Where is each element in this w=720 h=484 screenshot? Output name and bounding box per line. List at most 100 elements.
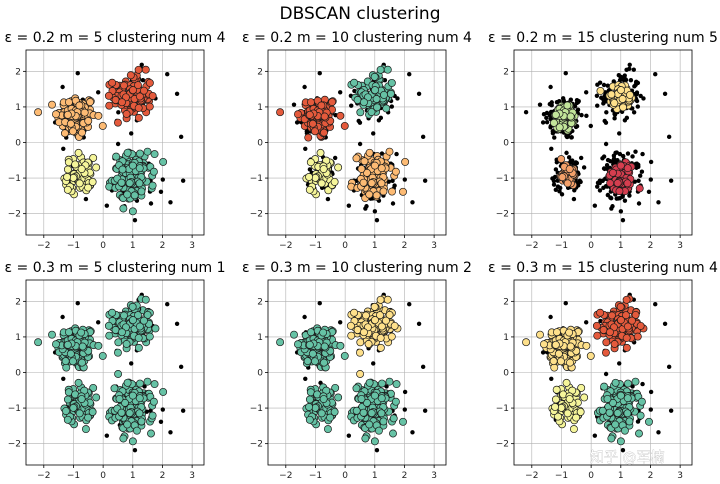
cluster-point <box>62 363 71 372</box>
cluster-point <box>136 149 144 158</box>
noise-point <box>648 177 653 182</box>
cluster-point <box>576 407 585 416</box>
cluster-point <box>316 148 325 157</box>
subplot-2: ε = 0.2 m = 10 clustering num 4 −2 −1 0 1 2 3 2… <box>242 30 472 251</box>
cluster-point <box>48 100 56 109</box>
cluster-point <box>135 92 144 101</box>
cluster-point <box>627 316 636 325</box>
cluster-point <box>616 302 625 311</box>
noise-point <box>523 110 529 115</box>
cluster-point <box>580 393 589 402</box>
noise-point <box>180 178 186 183</box>
noise-point <box>168 200 173 205</box>
cluster-point <box>352 406 361 415</box>
noise-point <box>129 131 134 136</box>
noise-point <box>617 151 623 157</box>
subplot-6: ε = 0.3 m = 15 clustering num 4 −2 −1 0 1 2 3 2… <box>488 260 718 481</box>
noise-point <box>662 321 668 326</box>
noise-point <box>544 115 549 121</box>
cluster-point <box>330 407 339 416</box>
noise-point <box>410 430 415 435</box>
noise-point <box>95 320 101 325</box>
cluster-point <box>563 409 572 418</box>
cluster-point <box>320 358 328 367</box>
cluster-point <box>372 95 381 103</box>
cluster-point <box>610 340 619 348</box>
noise-point <box>356 118 361 124</box>
noise-point <box>104 433 110 438</box>
noise-point <box>640 381 645 387</box>
noise-point <box>346 433 352 438</box>
cluster-point <box>635 429 643 438</box>
cluster-point <box>66 349 75 358</box>
y-tick-label: 2 <box>257 67 263 77</box>
noise-point <box>337 320 343 325</box>
cluster-point <box>554 349 563 358</box>
noise-point <box>553 167 559 172</box>
cluster-point <box>150 380 159 389</box>
x-tick-label: 1 <box>618 471 624 481</box>
cluster-point <box>631 377 640 386</box>
cluster-point <box>148 181 157 190</box>
cluster-point <box>120 398 129 407</box>
noise-point <box>158 419 164 424</box>
cluster-point <box>385 377 394 386</box>
cluster-point <box>370 161 379 170</box>
cluster-point <box>61 407 70 415</box>
cluster-point <box>303 357 312 366</box>
cluster-point <box>147 429 155 438</box>
cluster-point <box>145 78 154 87</box>
noise-point <box>581 165 587 170</box>
cluster-point <box>276 338 285 347</box>
noise-point <box>617 131 622 136</box>
subplot-3: ε = 0.2 m = 15 clustering num 5 −2 −1 0 1 2 3 2… <box>488 30 718 251</box>
cluster-point <box>141 65 150 74</box>
cluster-point <box>52 340 60 349</box>
cluster-point <box>78 358 86 367</box>
cluster-point <box>319 165 328 173</box>
cluster-point <box>371 86 379 95</box>
cluster-point <box>126 71 135 80</box>
cluster-point <box>566 342 575 351</box>
cluster-point <box>119 434 128 443</box>
cluster-point <box>616 391 625 400</box>
noise-point <box>555 184 561 189</box>
noise-point <box>372 209 378 214</box>
cluster-point <box>68 127 77 136</box>
cluster-point <box>617 316 625 325</box>
noise-point <box>653 71 658 77</box>
cluster-point <box>319 328 328 337</box>
noise-point <box>178 364 184 370</box>
cluster-point <box>86 98 95 106</box>
y-tick-label: −2 <box>496 440 509 450</box>
cluster-point <box>370 437 379 446</box>
y-tick-label: −1 <box>8 174 21 184</box>
y-tick-label: 2 <box>503 67 509 77</box>
cluster-point <box>108 308 117 317</box>
noise-point <box>129 361 134 366</box>
cluster-point <box>552 328 561 337</box>
noise-point <box>294 120 300 125</box>
noise-point <box>627 62 632 67</box>
cluster-point <box>290 330 298 339</box>
cluster-point <box>88 407 97 416</box>
cluster-point <box>377 164 386 173</box>
x-tick-label: −2 <box>525 471 538 481</box>
cluster-point <box>143 147 152 156</box>
cluster-point <box>89 383 98 392</box>
cluster-point <box>558 173 567 182</box>
cluster-point <box>114 338 123 347</box>
noise-point <box>390 201 396 206</box>
cluster-point <box>113 348 122 357</box>
cluster-point <box>586 351 595 360</box>
noise-point <box>376 118 382 123</box>
cluster-point <box>352 384 361 393</box>
cluster-point <box>75 179 84 188</box>
subplot-title: ε = 0.2 m = 10 clustering num 4 <box>242 30 472 46</box>
cluster-point <box>367 409 376 418</box>
cluster-point <box>63 110 72 119</box>
cluster-point <box>61 357 70 366</box>
cluster-point <box>364 340 373 348</box>
cluster-point <box>365 420 374 429</box>
y-tick-label: 2 <box>15 297 21 307</box>
